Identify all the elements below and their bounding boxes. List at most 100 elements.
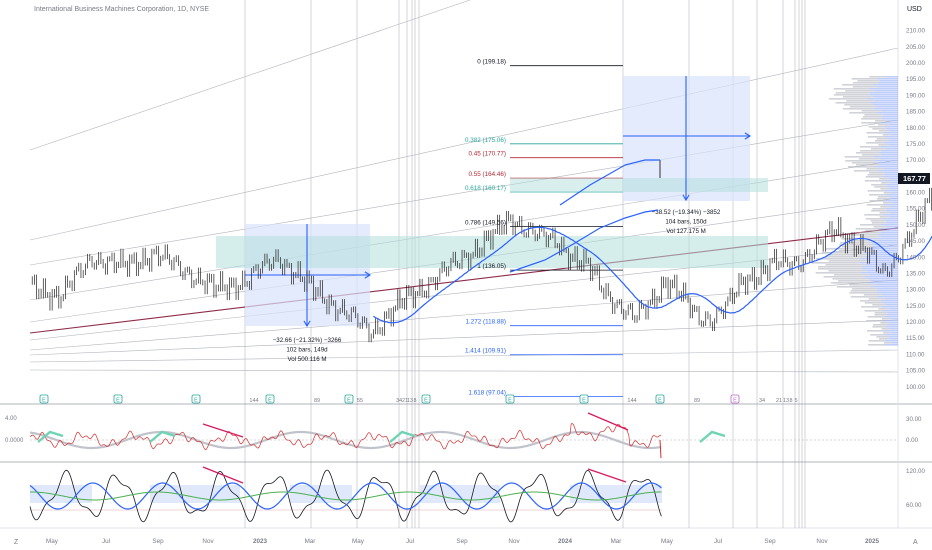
- cycle-label: 21: [776, 398, 782, 404]
- volume-bar: [867, 316, 885, 318]
- osc1-divergence-1: [202, 423, 244, 438]
- volume-bar: [881, 236, 898, 238]
- timezone-toggle[interactable]: Z: [14, 539, 19, 546]
- volume-bar: [878, 196, 890, 198]
- volume-bar: [837, 280, 871, 282]
- volume-bar: [884, 330, 898, 332]
- volume-bar: [872, 324, 887, 326]
- volume-bar: [877, 198, 889, 200]
- earnings-letter: E: [424, 398, 428, 404]
- volume-bar: [878, 130, 890, 132]
- volume-bar: [876, 290, 898, 292]
- volume-bar: [884, 298, 898, 300]
- price-tick: 180.00: [906, 125, 925, 132]
- price-tick: 130.00: [906, 287, 925, 294]
- volume-bar: [852, 86, 878, 88]
- volume-bar: [882, 310, 898, 312]
- volume-bar: [865, 256, 898, 258]
- measure-label: −32.66 (−21.32%) −3266: [273, 337, 342, 344]
- measure-arrow-right-2-head: [744, 132, 752, 140]
- volume-bar: [884, 172, 898, 174]
- volume-bar: [877, 162, 898, 164]
- price-tick: 195.00: [906, 76, 925, 83]
- volume-bar: [889, 178, 898, 180]
- price-tick: 160.00: [906, 190, 925, 197]
- volume-bar: [878, 308, 890, 310]
- volume-bar: [845, 160, 875, 162]
- volume-bar: [884, 344, 898, 346]
- volume-bar: [887, 120, 898, 122]
- time-tick: May: [661, 538, 674, 545]
- volume-bar: [839, 250, 872, 252]
- volume-bar: [868, 126, 885, 128]
- fan-line: [29, 279, 899, 351]
- volume-bar: [842, 84, 873, 86]
- fan-line: [29, 0, 471, 151]
- volume-bar: [890, 318, 898, 320]
- volume-bar: [825, 256, 866, 258]
- fib-label: 1.414 (109.91): [465, 348, 506, 355]
- volume-bar: [887, 226, 898, 228]
- volume-bar: [858, 232, 881, 234]
- fib-label: 1.618 (97.04): [469, 389, 506, 396]
- volume-bar: [855, 228, 879, 230]
- volume-bar: [833, 274, 870, 276]
- volume-bar: [891, 134, 898, 136]
- price-tick: 105.00: [906, 368, 925, 375]
- volume-bar: [881, 122, 898, 124]
- volume-bar: [871, 242, 898, 244]
- volume-bar: [869, 88, 898, 90]
- osc1-highlight: [389, 430, 416, 443]
- volume-bar: [880, 224, 898, 226]
- fib-label: 0.45 (170.77): [469, 151, 506, 158]
- volume-bar: [883, 180, 898, 182]
- volume-bar: [881, 110, 898, 112]
- cycle-label: 144: [249, 398, 258, 404]
- volume-bar: [869, 102, 898, 104]
- volume-bar: [883, 142, 898, 144]
- fib-label: 1 (136.05): [477, 263, 506, 270]
- volume-bar: [859, 146, 881, 148]
- volume-bar: [848, 166, 876, 168]
- earnings-letter: E: [733, 398, 737, 404]
- volume-bar: [849, 112, 877, 114]
- volume-bar: [861, 122, 882, 124]
- volume-bar: [891, 332, 898, 334]
- osc2-tick: 120.00: [906, 468, 925, 475]
- volume-bar: [880, 322, 891, 324]
- volume-bar: [865, 176, 884, 178]
- volume-bar: [865, 264, 898, 266]
- earnings-letter: E: [347, 398, 351, 404]
- earnings-box: [113, 394, 123, 404]
- volume-bar: [874, 314, 888, 316]
- last-price-badge: [898, 173, 930, 184]
- volume-bar: [887, 140, 898, 142]
- volume-bar: [865, 230, 884, 232]
- volume-bar: [883, 168, 898, 170]
- earnings-marker: E: [191, 394, 201, 404]
- fan-line: [29, 369, 899, 373]
- volume-bar: [879, 216, 890, 218]
- volume-bar: [889, 196, 898, 198]
- auto-scale-toggle[interactable]: A: [913, 539, 918, 546]
- osc2-divergence-1: [202, 466, 244, 484]
- volume-bar: [888, 138, 898, 140]
- volume-bar: [860, 300, 881, 302]
- volume-bar: [885, 76, 898, 78]
- osc1-tick: 30.00: [906, 416, 922, 423]
- time-tick: 2023: [253, 538, 268, 545]
- osc1-last: [659, 439, 662, 459]
- volume-bar: [874, 140, 888, 142]
- volume-bar: [870, 280, 898, 282]
- volume-bar: [835, 102, 870, 104]
- volume-bar: [864, 114, 883, 116]
- volume-bar: [891, 342, 898, 344]
- volume-bar: [884, 174, 898, 176]
- fib-label: 1.272 (118.88): [466, 319, 507, 326]
- volume-bar: [883, 218, 898, 220]
- volume-bar: [867, 330, 885, 332]
- volume-bar: [862, 266, 898, 268]
- volume-bar: [889, 144, 898, 146]
- earnings-box: [421, 394, 431, 404]
